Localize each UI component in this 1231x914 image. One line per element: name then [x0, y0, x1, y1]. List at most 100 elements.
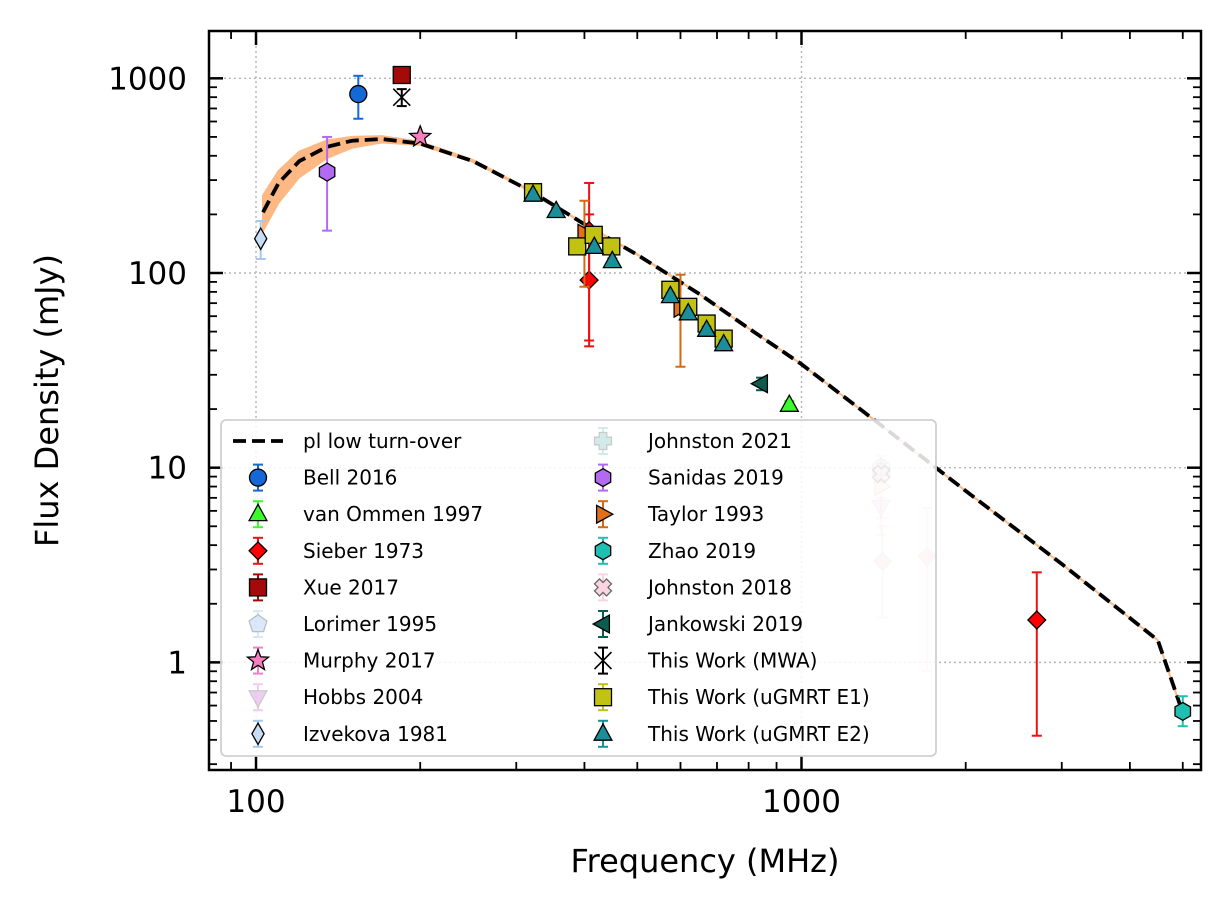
data-point: [1026, 610, 1047, 630]
legend-marker: [248, 540, 268, 561]
legend-item-johnston-2018: Johnston 2018: [593, 573, 792, 602]
legend-marker: [591, 614, 611, 634]
series-zhao-2019: [1174, 695, 1192, 728]
legend-item-van-ommen-1997: van Ommen 1997: [248, 500, 483, 529]
data-point: [522, 183, 544, 202]
legend: pl low turn-over Bell 2016 van Ommen 1997 S…: [220, 419, 937, 757]
legend-item-this-work-ugmrt-e2: This Work (uGMRT E2): [593, 719, 870, 748]
x-axis-label: Frequency (MHz): [571, 842, 840, 880]
legend-marker: [593, 722, 613, 741]
legend-label: Xue 2017: [303, 575, 399, 599]
legend-item-pl-low-turn-over: pl low turn-over: [233, 429, 462, 453]
legend-item-this-work-mwa: This Work (MWA): [593, 646, 817, 675]
legend-marker-swatch: [245, 646, 271, 675]
data-point: [696, 318, 717, 337]
legend-marker: [594, 467, 612, 488]
legend-item-johnston-2021: Johnston 2021: [593, 427, 792, 455]
legend-marker: [593, 688, 613, 707]
legend-marker-swatch: [248, 683, 268, 712]
y-tick-label: 1000: [108, 61, 187, 97]
legend-item-lorimer-1995: Lorimer 1995: [248, 610, 437, 638]
legend-marker: [245, 647, 271, 671]
legend-label: Hobbs 2004: [303, 685, 423, 709]
data-point: [392, 65, 411, 85]
series-murphy-2017: [407, 124, 433, 148]
legend-marker-swatch: [251, 719, 265, 748]
series-xue-2017: [392, 65, 411, 85]
legend-item-bell-2016: Bell 2016: [248, 463, 397, 492]
legend-marker-swatch: [593, 427, 613, 455]
legend-marker-swatch: [248, 500, 268, 529]
legend-label: Murphy 2017: [303, 649, 436, 673]
data-point: [584, 235, 605, 255]
legend-label: Izvekova 1981: [303, 722, 448, 746]
legend-label: Bell 2016: [303, 466, 397, 490]
data-point: [602, 250, 623, 269]
legend-marker-swatch: [593, 646, 613, 675]
legend-marker-swatch: [594, 536, 612, 565]
series-van-ommen-1997: [779, 393, 800, 412]
data-point: [318, 162, 336, 182]
x-tick-label: 1000: [762, 784, 841, 820]
legend-item-jankowski-2019: Jankowski 2019: [591, 610, 803, 638]
series-this-work-ugmrt-e2: [522, 183, 734, 352]
y-axis-label: Flux Density (mJy): [28, 254, 66, 547]
series-izvekova-1981: [253, 219, 268, 261]
legend-marker: [595, 504, 615, 525]
legend-label: van Ommen 1997: [303, 502, 483, 526]
legend-label: This Work (MWA): [647, 649, 817, 673]
legend-label: This Work (uGMRT E1): [647, 685, 870, 709]
data-point: [713, 333, 734, 352]
legend-item-hobbs-2004: Hobbs 2004: [248, 683, 423, 712]
series-jankowski-2019: [749, 373, 769, 394]
legend-item-zhao-2019: Zhao 2019: [594, 536, 756, 565]
legend-marker: [593, 577, 613, 597]
series-bell-2016: [349, 74, 368, 120]
data-point: [253, 226, 268, 251]
data-point: [678, 302, 699, 321]
legend-label: Lorimer 1995: [303, 612, 437, 636]
legend-label: Taylor 1993: [647, 502, 764, 526]
series-sanidas-2019: [318, 135, 336, 232]
legend-marker-swatch: [248, 573, 268, 602]
data-point: [392, 88, 411, 107]
y-tick-label: 10: [148, 451, 187, 487]
legend-marker-swatch: [593, 573, 613, 602]
legend-label: Johnston 2018: [646, 575, 792, 599]
legend-label: pl low turn-over: [303, 429, 462, 453]
legend-marker: [248, 613, 268, 633]
legend-item-sieber-1973: Sieber 1973: [248, 536, 424, 565]
legend-marker: [594, 541, 612, 561]
legend-box: [220, 419, 937, 757]
legend-marker-swatch: [591, 610, 611, 638]
legend-item-taylor-1993: Taylor 1993: [595, 500, 764, 529]
data-point: [749, 373, 769, 394]
legend-label: Sieber 1973: [303, 539, 424, 563]
legend-label: Zhao 2019: [648, 539, 756, 563]
data-point: [660, 285, 681, 304]
legend-label: Jankowski 2019: [646, 612, 803, 636]
data-point: [568, 237, 587, 256]
legend-marker: [251, 721, 265, 746]
axis-ticks: 100 1000 1 10 100 1000: [108, 31, 1201, 820]
data-point: [1174, 701, 1192, 722]
legend-item-sanidas-2019: Sanidas 2019: [594, 463, 784, 492]
legend-item-izvekova-1981: Izvekova 1981: [251, 719, 448, 748]
data-point: [779, 393, 800, 412]
x-tick-label: 100: [226, 784, 285, 820]
legend-marker-swatch: [593, 683, 613, 712]
legend-marker-swatch: [248, 463, 268, 492]
legend-marker-swatch: [248, 610, 268, 638]
data-point: [546, 199, 567, 219]
legend-marker: [593, 431, 613, 451]
legend-marker-swatch: [248, 536, 268, 565]
legend-marker: [248, 468, 268, 487]
legend-marker-swatch: [595, 500, 615, 529]
y-tick-label: 1: [167, 645, 187, 681]
legend-marker: [248, 690, 268, 709]
plot-frame: [207, 29, 1203, 772]
legend-marker: [593, 651, 613, 670]
legend-marker-swatch: [593, 719, 613, 748]
legend-item-murphy-2017: Murphy 2017: [245, 646, 436, 675]
